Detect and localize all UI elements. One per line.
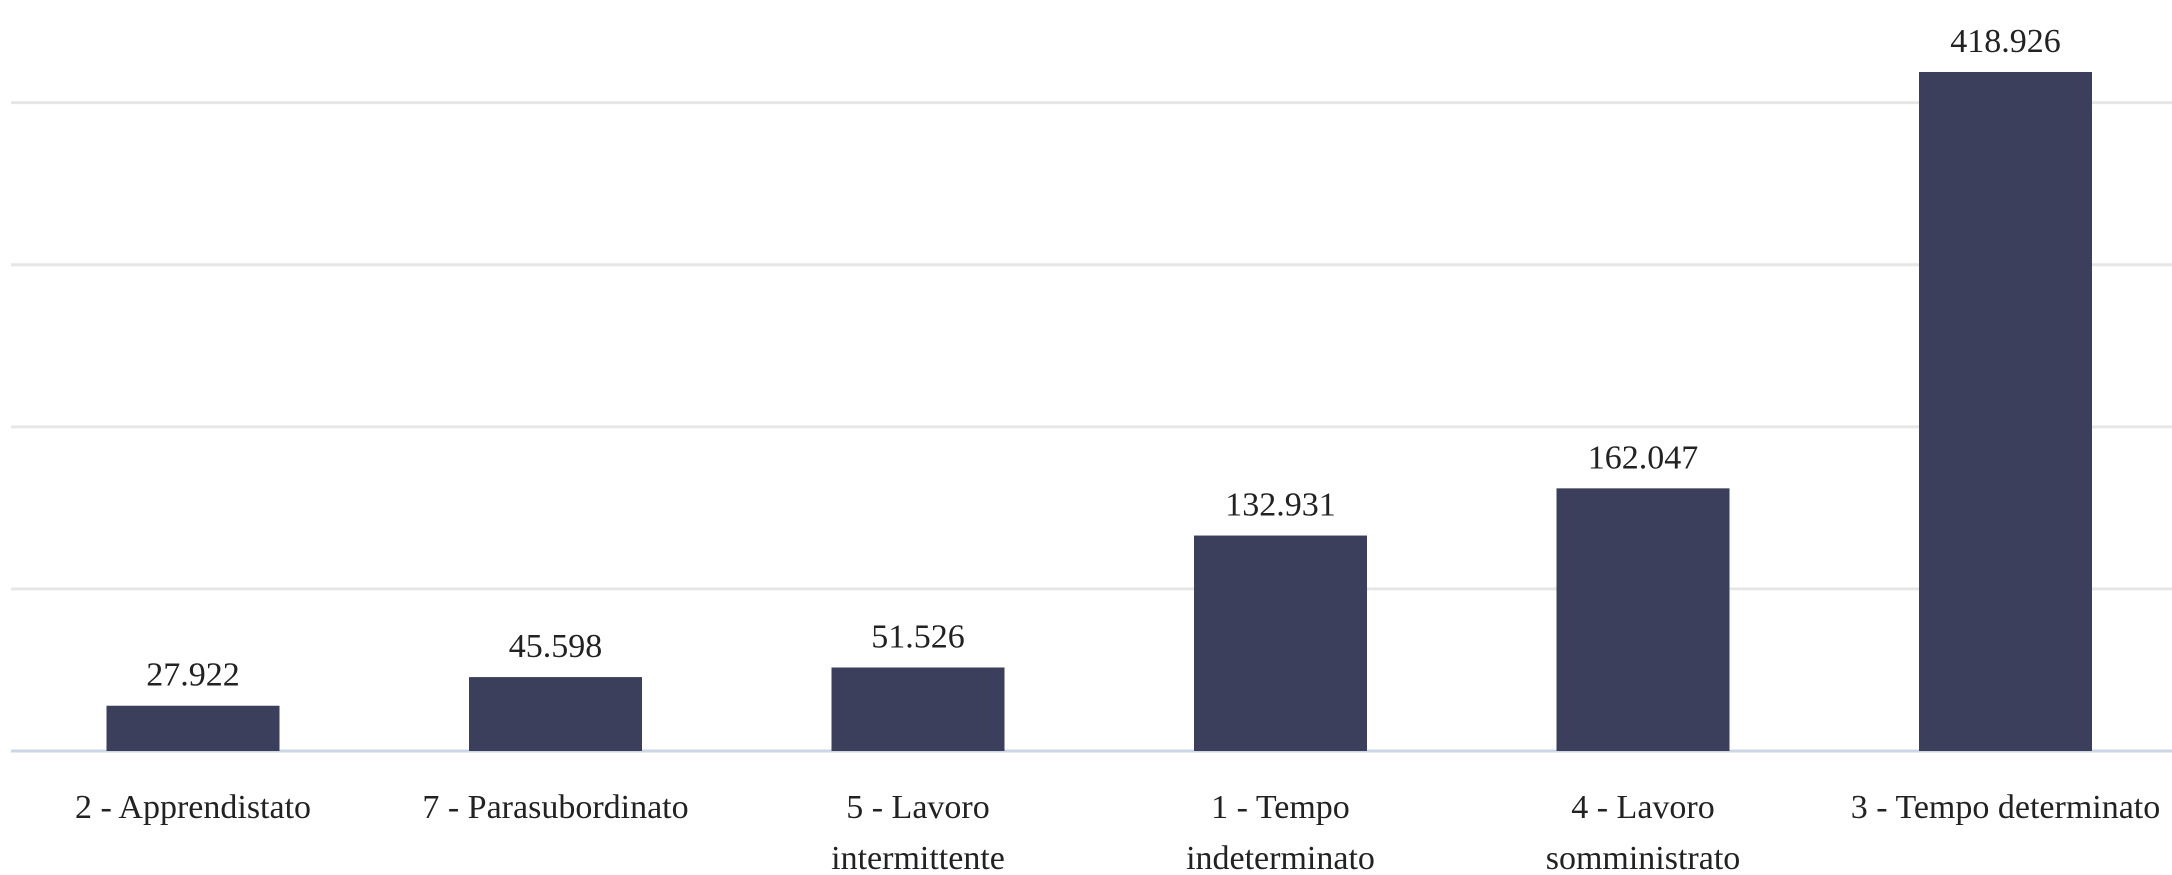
bar — [469, 677, 642, 751]
bar — [1919, 71, 2092, 752]
x-tick-label: 5 - Lavoro intermittente — [831, 789, 1005, 875]
bar — [1556, 488, 1730, 751]
value-label: 51.526 — [871, 618, 965, 655]
x-tick-label: 7 - Parasubordinato — [422, 789, 689, 826]
x-tick-label: 1 - Tempo indeterminato — [1186, 789, 1375, 875]
bar — [1194, 535, 1367, 751]
bar — [106, 705, 280, 751]
value-label: 27.922 — [146, 657, 240, 694]
value-label: 45.598 — [509, 628, 603, 665]
x-tick-label: 4 - Lavoro somministrato — [1545, 789, 1741, 875]
x-tick-label: 2 - Apprendistato — [74, 789, 312, 826]
value-label: 418.926 — [1950, 23, 2061, 60]
x-tick-label: 3 - Tempo determinato — [1850, 789, 2161, 826]
bar — [831, 667, 1005, 751]
value-label: 162.047 — [1588, 439, 1699, 476]
value-label: 132.931 — [1225, 487, 1336, 524]
